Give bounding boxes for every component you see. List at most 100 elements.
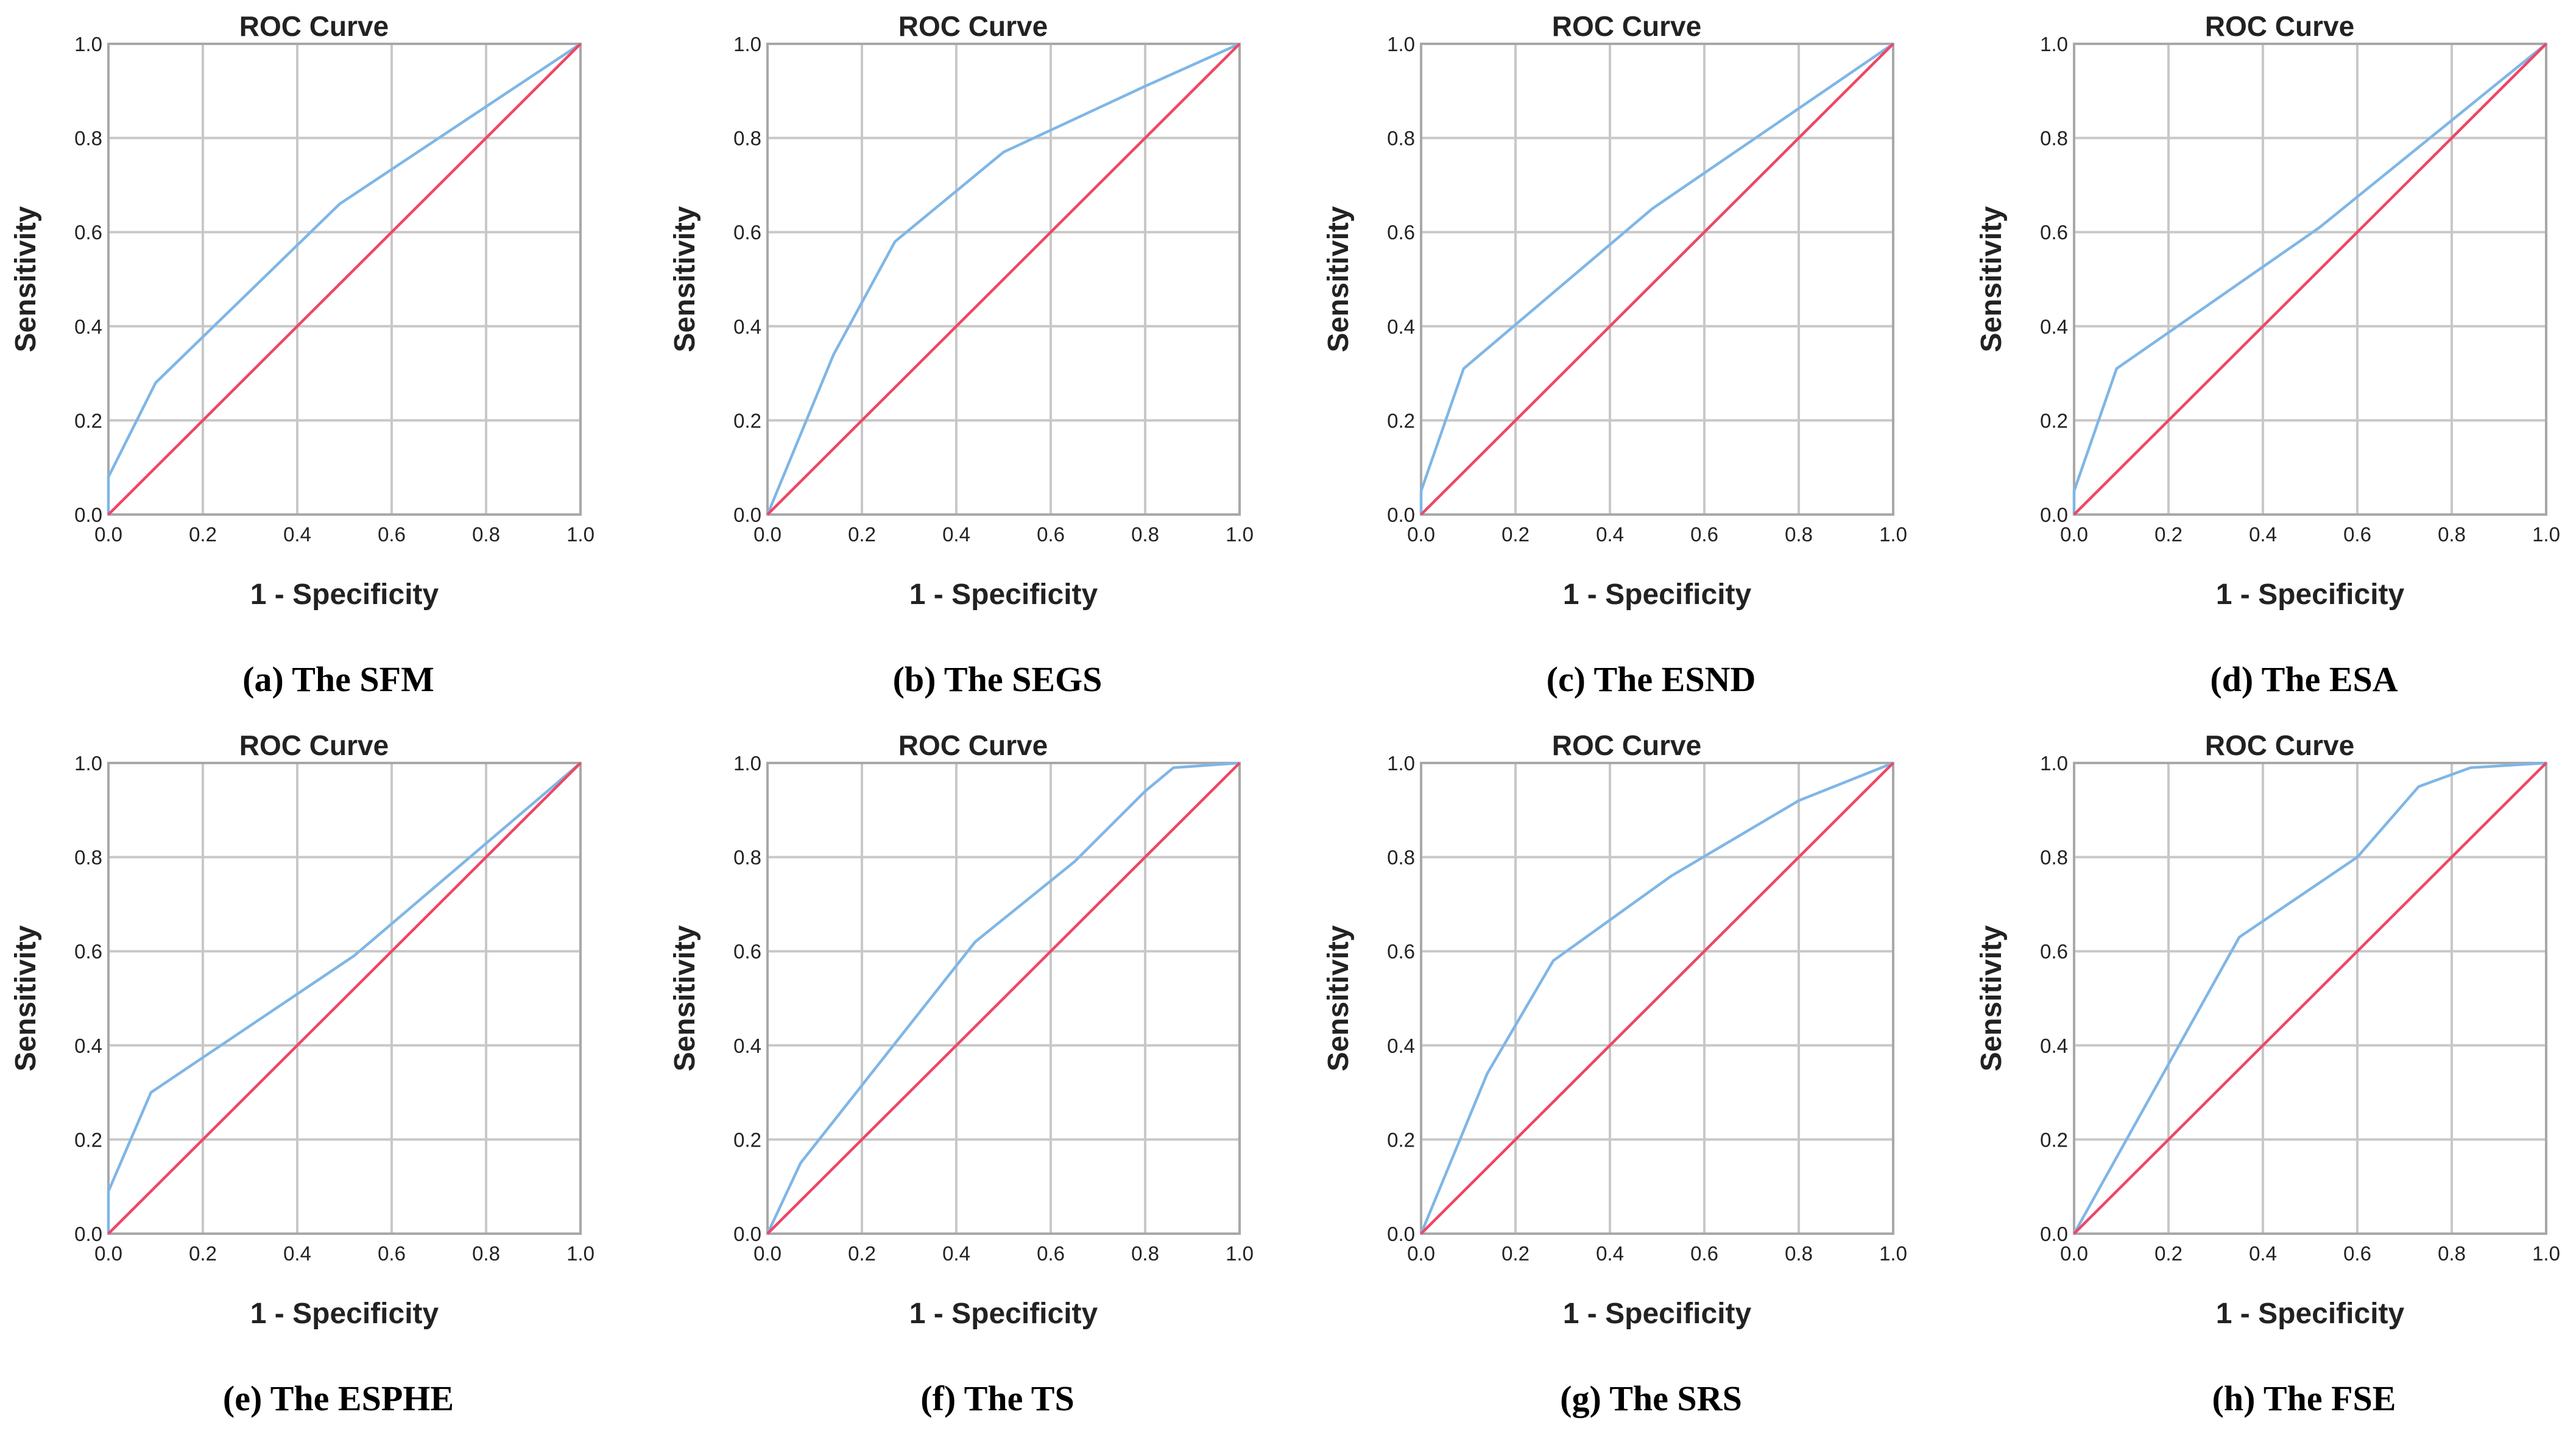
plot-frame [2073,43,2547,516]
y-tick-label: 0.8 [733,127,761,150]
panel-caption: (d) The ESA [2210,659,2398,699]
x-axis-label: 1 - Specificity [2216,578,2405,611]
y-tick-label: 0.6 [733,940,761,963]
y-tick-label: 1.0 [2040,33,2068,55]
plot-frame [1420,762,1894,1235]
x-tick-label: 0.8 [1131,523,1159,546]
y-tick-label: 0.8 [1387,127,1415,150]
x-tick-label: 0.4 [942,523,970,546]
y-tick-label: 0.0 [74,1223,102,1245]
y-axis-label: Sensitivity [669,206,701,352]
y-tick-label: 0.6 [1387,221,1415,244]
x-tick-label: 0.6 [2343,1242,2371,1265]
y-tick-label: 0.6 [733,221,761,244]
x-tick-label: 0.6 [2343,523,2371,546]
x-tick-label: 0.6 [1037,1242,1065,1265]
x-tick-label: 1.0 [566,1242,595,1265]
y-tick-label: 0.8 [2040,846,2068,869]
y-tick-label: 1.0 [733,33,761,55]
x-axis-label: 1 - Specificity [250,578,439,611]
roc-panel-d: 0.00.0 0.2 0.2 0.4 0.4 0.6 0.6 0.8 0.8 1.0 1.0 ROC … [1975,10,2560,699]
x-tick-label: 0.2 [2154,1242,2183,1265]
y-tick-label: 0.2 [2040,409,2068,432]
x-tick-label: 0.8 [472,523,500,546]
chart-title: ROC Curve [1552,10,1701,42]
x-tick-label: 0.4 [1596,523,1624,546]
x-tick-label: 0.0 [94,1242,122,1265]
y-axis-label: Sensitivity [669,925,701,1071]
x-tick-label: 0.8 [1131,1242,1159,1265]
x-tick-label: 0.8 [2438,523,2466,546]
plot-frame [766,762,1241,1235]
roc-panel-c: 0.00.0 0.2 0.2 0.4 0.4 0.6 0.6 0.8 0.8 1.0 1.0 ROC … [1322,10,1907,699]
y-tick-label: 0.4 [2040,1035,2068,1057]
chart-title: ROC Curve [2205,10,2354,42]
x-tick-label: 0.4 [2249,1242,2277,1265]
x-axis-label: 1 - Specificity [909,578,1098,611]
x-tick-label: 0.0 [753,1242,782,1265]
y-tick-label: 0.2 [733,409,761,432]
plot-frame [2073,762,2547,1235]
x-tick-label: 0.4 [1596,1242,1624,1265]
x-tick-label: 0.8 [1785,523,1813,546]
panel-caption: (b) The SEGS [893,659,1103,699]
y-tick-label: 0.4 [74,1035,102,1057]
y-tick-label: 0.4 [1387,1035,1415,1057]
chart-title: ROC Curve [898,10,1048,42]
panel-caption: (h) The FSE [2212,1379,2396,1418]
chart-title: ROC Curve [898,729,1048,761]
x-tick-label: 0.8 [1785,1242,1813,1265]
y-tick-label: 0.0 [733,504,761,526]
reference-line [107,762,582,1235]
y-tick-label: 0.6 [1387,940,1415,963]
panel-caption: (f) The TS [920,1379,1074,1418]
y-tick-label: 0.4 [733,1035,761,1057]
x-tick-label: 0.2 [1501,523,1530,546]
y-tick-label: 0.6 [74,940,102,963]
x-tick-label: 0.0 [1407,523,1435,546]
reference-line [2073,43,2547,516]
reference-line [2073,762,2547,1235]
x-tick-label: 1.0 [1879,1242,1907,1265]
roc-panel-g: 0.00.0 0.2 0.2 0.4 0.4 0.6 0.6 0.8 0.8 1.0 1.0 ROC … [1322,729,1907,1418]
y-tick-label: 0.4 [733,315,761,338]
plot-frame [107,762,582,1235]
x-tick-label: 0.2 [189,1242,217,1265]
y-tick-label: 0.4 [74,315,102,338]
roc-series-line [2073,761,2547,1235]
y-tick-label: 0.0 [74,504,102,526]
y-tick-label: 0.8 [733,846,761,869]
x-tick-label: 0.2 [1501,1242,1530,1265]
roc-panel-b: 0.00.0 0.2 0.2 0.4 0.4 0.6 0.6 0.8 0.8 1.0 1.0 ROC … [669,10,1254,699]
roc-series-line [107,762,582,1234]
y-tick-label: 0.2 [1387,1128,1415,1151]
x-tick-label: 0.6 [378,1242,406,1265]
y-tick-label: 1.0 [2040,752,2068,775]
x-tick-label: 0.8 [2438,1242,2466,1265]
x-tick-label: 1.0 [1226,1242,1254,1265]
x-tick-label: 0.0 [2060,523,2088,546]
plot-frame [766,43,1241,516]
x-tick-label: 0.0 [1407,1242,1435,1265]
x-tick-label: 1.0 [566,523,595,546]
roc-series-line [1419,43,1894,515]
x-tick-label: 1.0 [1226,523,1254,546]
x-tick-label: 0.4 [2249,523,2277,546]
y-tick-label: 0.2 [74,1128,102,1151]
y-tick-label: 0.6 [2040,221,2068,244]
reference-line [107,43,582,516]
reference-line [1420,762,1894,1235]
y-tick-label: 0.0 [2040,504,2068,526]
x-axis-label: 1 - Specificity [250,1298,439,1330]
roc-panel-a: 0.00.0 0.2 0.2 0.4 0.4 0.6 0.6 0.8 0.8 1.0 1.0 ROC … [10,10,595,699]
chart-title: ROC Curve [2205,729,2354,761]
roc-series-line [1419,761,1894,1234]
y-tick-label: 0.4 [1387,315,1415,338]
roc-series-line [766,761,1240,1234]
roc-panel-e: 0.00.0 0.2 0.2 0.4 0.4 0.6 0.6 0.8 0.8 1.0 1.0 ROC … [10,729,595,1418]
y-tick-label: 1.0 [1387,752,1415,775]
x-tick-label: 1.0 [2532,523,2560,546]
panel-caption: (a) The SFM [242,659,434,699]
chart-title: ROC Curve [239,729,389,761]
